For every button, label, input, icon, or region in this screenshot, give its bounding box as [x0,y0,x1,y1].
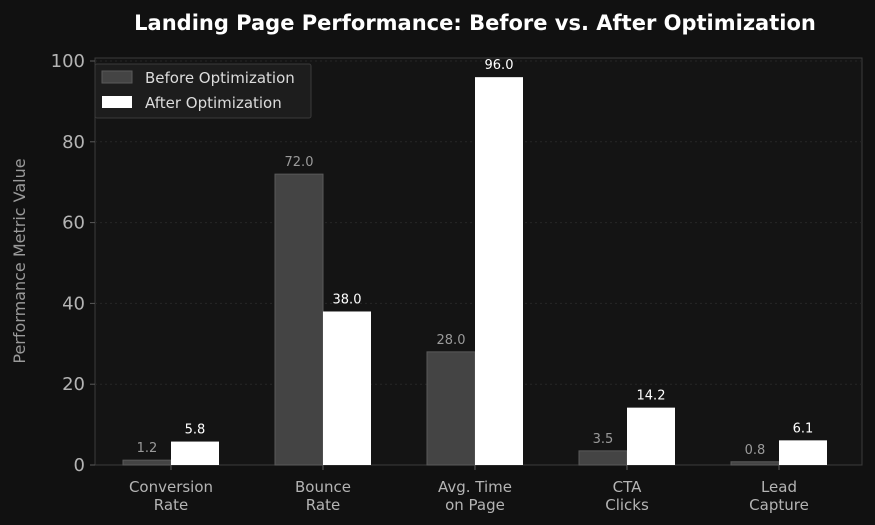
bar-after [171,441,219,465]
x-axis-ticks: Conversion Rate Bounce Rate Avg. Time on Page… [129,465,809,514]
data-label-after: 96.0 [485,58,514,73]
data-label-after: 5.8 [185,423,206,438]
legend-label-after: After Optimization [145,94,282,112]
bar-before [122,459,172,466]
x-tick-label: Bounce Rate [295,478,351,514]
legend-label-before: Before Optimization [145,69,295,87]
y-tick-label: 80 [62,132,85,153]
bar-before [426,351,476,466]
legend-swatch-after [102,96,132,108]
data-label-before: 72.0 [285,155,314,170]
bar-after [475,77,523,465]
data-label-after: 14.2 [637,389,666,404]
data-label-after: 6.1 [793,421,814,436]
bar-after [323,311,371,465]
bar-after [627,407,675,465]
chart-title: Landing Page Performance: Before vs. Aft… [134,11,816,35]
data-label-before: 3.5 [593,432,614,447]
x-tick-label: Conversion Rate [129,478,213,514]
data-label-before: 0.8 [745,443,766,458]
y-tick-label: 100 [51,51,85,72]
y-tick-label: 0 [74,455,85,476]
data-label-before: 28.0 [437,333,466,348]
legend: Before Optimization After Optimization [94,63,312,119]
y-axis-label: Performance Metric Value [10,158,29,363]
data-label-before: 1.2 [137,441,158,456]
y-tick-label: 20 [62,374,85,395]
legend-box [94,63,312,119]
x-tick-label: Lead Capture [749,478,809,514]
bar-before [730,461,780,466]
y-tick-label: 40 [62,293,85,314]
data-label-after: 38.0 [333,292,362,307]
data-labels: 1.2 5.8 72.0 38.0 28.0 96.0 3.5 14.2 0.8 6.1 [137,58,814,458]
y-axis-ticks: 0 20 40 60 80 100 [51,51,95,476]
x-tick-label: Avg. Time on Page [438,478,512,514]
bar-before [578,450,628,466]
bars [122,77,827,466]
x-tick-label: CTA Clicks [605,478,649,514]
bar-before [274,173,324,466]
y-tick-label: 60 [62,213,85,234]
legend-swatch-before [101,70,133,84]
bar-after [779,440,827,465]
